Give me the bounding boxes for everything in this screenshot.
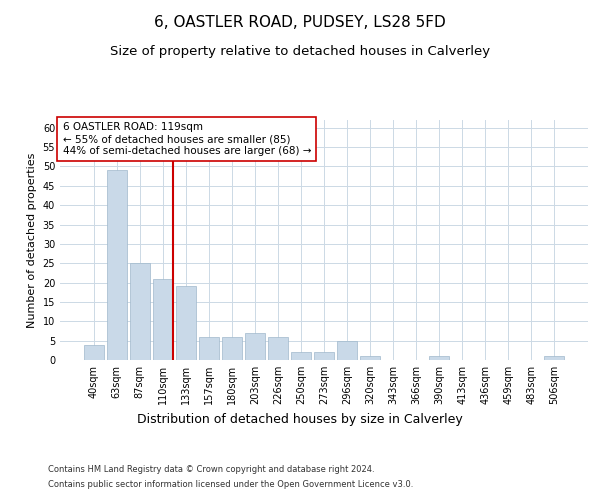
Text: 6 OASTLER ROAD: 119sqm
← 55% of detached houses are smaller (85)
44% of semi-det: 6 OASTLER ROAD: 119sqm ← 55% of detached… [62, 122, 311, 156]
Bar [268, 337, 288, 360]
Bar [84, 344, 104, 360]
Text: Size of property relative to detached houses in Calverley: Size of property relative to detached ho… [110, 45, 490, 58]
Bar [337, 340, 357, 360]
Bar [430, 356, 449, 360]
Text: Contains HM Land Registry data © Crown copyright and database right 2024.: Contains HM Land Registry data © Crown c… [48, 465, 374, 474]
Bar [107, 170, 127, 360]
Text: Contains public sector information licensed under the Open Government Licence v3: Contains public sector information licen… [48, 480, 413, 489]
Text: Distribution of detached houses by size in Calverley: Distribution of detached houses by size … [137, 412, 463, 426]
Bar [360, 356, 380, 360]
Y-axis label: Number of detached properties: Number of detached properties [27, 152, 37, 328]
Text: 6, OASTLER ROAD, PUDSEY, LS28 5FD: 6, OASTLER ROAD, PUDSEY, LS28 5FD [154, 15, 446, 30]
Bar [291, 352, 311, 360]
Bar [130, 263, 149, 360]
Bar [222, 337, 242, 360]
Bar [314, 352, 334, 360]
Bar [153, 278, 173, 360]
Bar [199, 337, 218, 360]
Bar [176, 286, 196, 360]
Bar [544, 356, 564, 360]
Bar [245, 333, 265, 360]
